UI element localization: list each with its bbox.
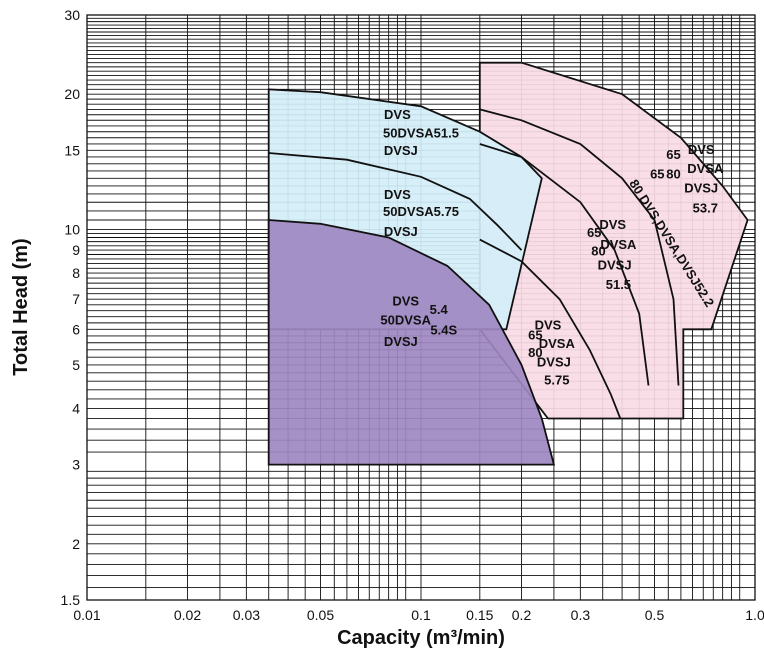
region-label: DVSJ [684, 181, 718, 196]
y-tick-label: 2 [72, 536, 80, 552]
region-label: DVSJ [598, 257, 632, 272]
x-tick-label: 0.3 [571, 607, 591, 623]
y-tick-label: 5 [72, 357, 80, 373]
x-tick-label: 0.01 [73, 607, 100, 623]
region-label: DVSJ [384, 224, 418, 239]
region-label: DVS [384, 187, 411, 202]
y-tick-label: 9 [72, 242, 80, 258]
y-tick-label: 3 [72, 457, 80, 473]
region-label: 5.4S [430, 322, 457, 337]
region-label: 5.4 [430, 302, 449, 317]
y-tick-label: 1.5 [61, 592, 81, 608]
x-tick-label: 0.03 [233, 607, 260, 623]
curve-65-80-51.5 [479, 143, 650, 386]
curve-65-80-5.75 [479, 238, 622, 419]
region-label: DVS [599, 217, 626, 232]
region-label: 80 [528, 345, 542, 360]
region-label: 65 [587, 225, 601, 240]
x-tick-label: 0.2 [512, 607, 532, 623]
region-label: 80 [591, 244, 605, 259]
region-label: DVS [535, 318, 562, 333]
y-axis-title: Total Head (m) [10, 238, 32, 375]
y-tick-label: 6 [72, 321, 80, 337]
zone-50-5.4-area [267, 219, 556, 466]
performance-regions [267, 61, 749, 466]
x-axis-title: Capacity (m³/min) [337, 627, 505, 649]
region-label: DVSJ [384, 334, 418, 349]
x-tick-labels: 0.01 0.02 0.03 0.05 0.1 0.15 0.2 0.3 0.5 1.0 [73, 607, 764, 623]
x-tick-label: 0.02 [174, 607, 201, 623]
region-label: 50DVSA51.5 [383, 126, 459, 141]
y-tick-label: 20 [64, 86, 80, 102]
y-tick-label: 8 [72, 265, 80, 281]
region-label: 50DVSA5.75 [383, 204, 459, 219]
y-tick-label: 30 [64, 7, 80, 23]
region-label: DVS [384, 107, 411, 122]
y-tick-label: 4 [72, 401, 80, 417]
y-tick-label: 7 [72, 291, 80, 307]
region-label: DVS [392, 293, 419, 308]
region-label: DVSJ [384, 143, 418, 158]
x-tick-label: 1.0 [745, 607, 764, 623]
region-label: 80 [666, 167, 680, 182]
region-label: 65 [650, 167, 664, 182]
region-label: 65 [666, 147, 680, 162]
region-label: 50DVSA [380, 313, 431, 328]
region-label: DVSJ [537, 354, 571, 369]
x-tick-label: 0.5 [645, 607, 665, 623]
x-tick-label: 0.15 [466, 607, 493, 623]
y-tick-label: 10 [64, 222, 80, 238]
y-tick-label: 15 [64, 142, 80, 158]
region-label: DVS [688, 142, 715, 157]
curve-65-80-52.2 [479, 108, 680, 386]
x-tick-label: 0.05 [307, 607, 334, 623]
region-label: DVSA [687, 161, 724, 176]
y-tick-labels: 1.5 2 3 4 5 6 7 8 9 10 15 20 30 [61, 7, 81, 608]
curve-50-5.75 [268, 152, 523, 251]
performance-curves [268, 108, 680, 419]
x-tick-label: 0.1 [411, 607, 431, 623]
region-label: 53.7 [693, 201, 718, 216]
plot-frame [86, 14, 756, 601]
region-label: DVSA [539, 336, 576, 351]
region-label: 51.5 [606, 277, 631, 292]
region-label: 65 [528, 327, 542, 342]
region-label: 5.75 [544, 373, 569, 388]
region-label: DVSA [600, 237, 637, 252]
